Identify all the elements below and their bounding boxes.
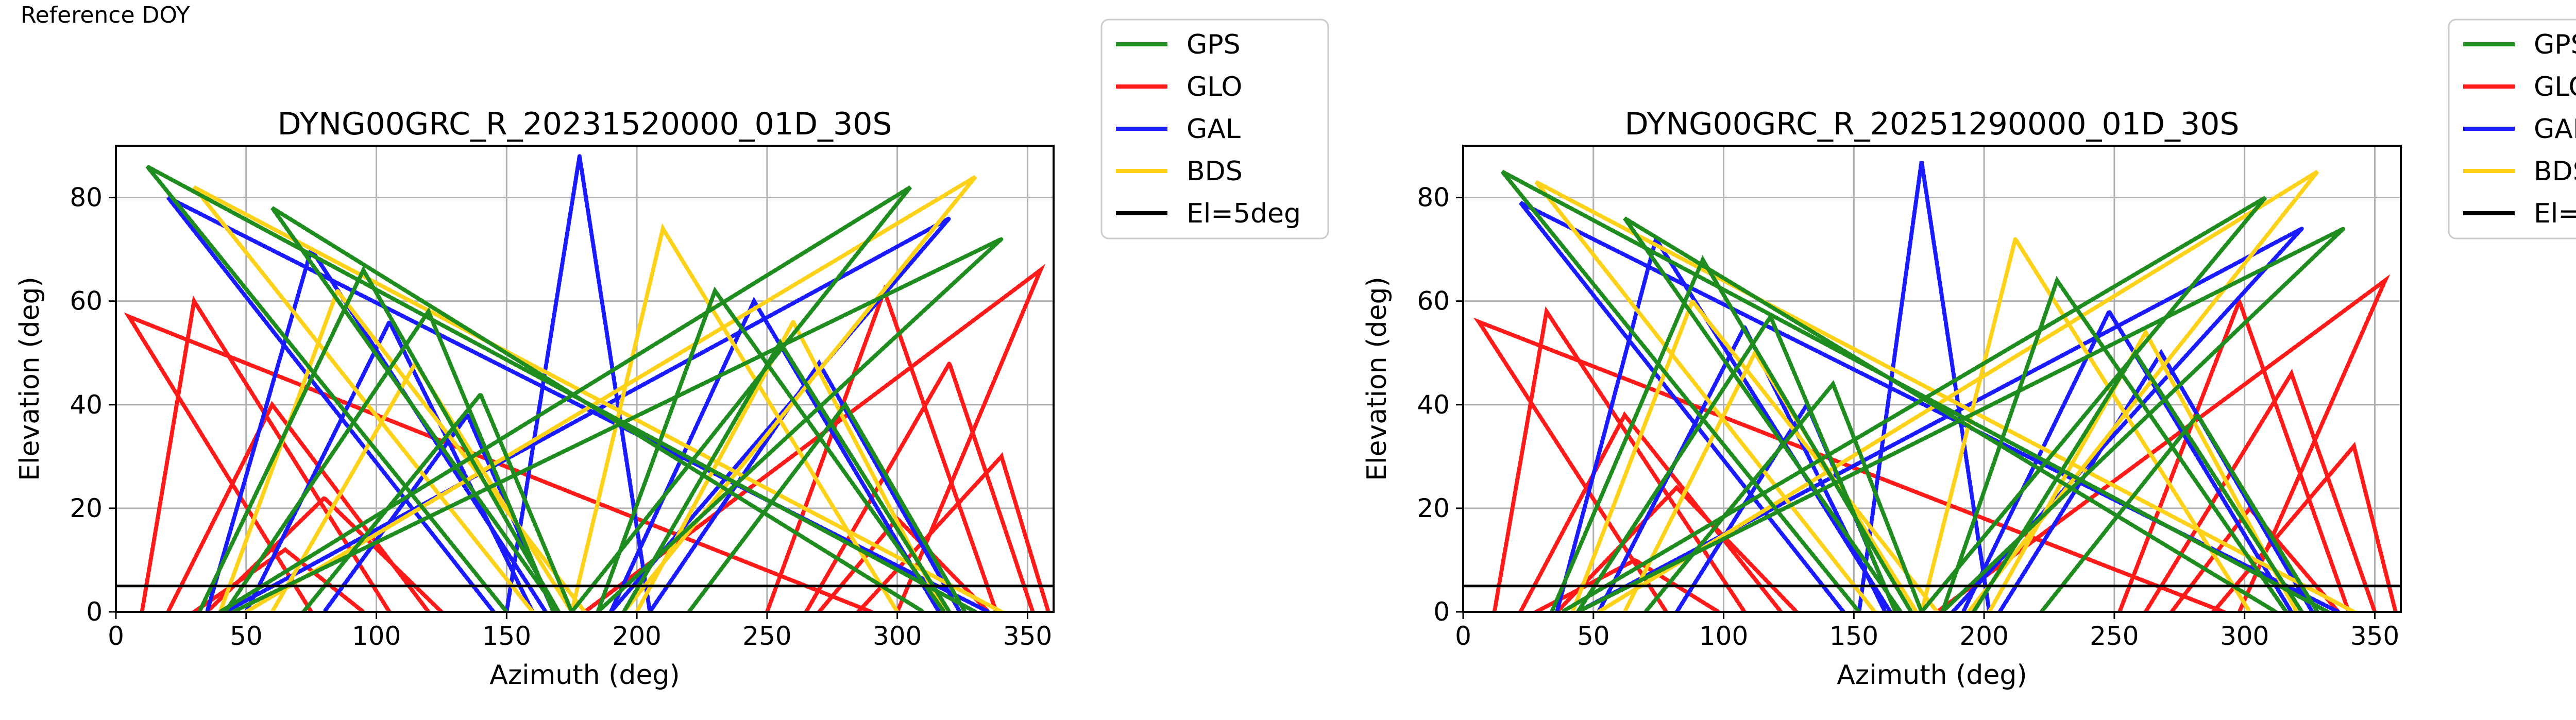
y-axis-label: Elevation (deg) xyxy=(1362,277,1393,481)
x-tick-label: 250 xyxy=(2090,621,2139,651)
y-tick-label: 40 xyxy=(1417,390,1450,420)
x-tick-label: 300 xyxy=(873,621,922,651)
y-tick-label: 60 xyxy=(1417,286,1450,316)
track-glo-5 xyxy=(192,546,366,612)
x-tick-label: 200 xyxy=(1959,621,2008,651)
track-gal-5 xyxy=(1857,161,1992,612)
x-tick-label: 100 xyxy=(352,621,401,651)
track-bds-2 xyxy=(218,286,587,612)
track-gps-3 xyxy=(197,265,561,612)
track-bds-1 xyxy=(1534,180,2356,612)
x-tick-label: 50 xyxy=(1577,621,1610,651)
legend-label: GPS xyxy=(1187,29,1241,60)
x-axis-label: Azimuth (deg) xyxy=(489,660,680,691)
legend-label: GAL xyxy=(1187,114,1241,145)
track-glo-8 xyxy=(2211,441,2398,612)
y-tick-label: 80 xyxy=(70,183,103,213)
corner-label: Reference DOY xyxy=(21,2,190,28)
x-tick-label: 250 xyxy=(742,621,791,651)
track-gps-10 xyxy=(231,237,1003,612)
legend-label: GLO xyxy=(2534,72,2576,102)
x-tick-label: 350 xyxy=(1003,621,1052,651)
track-gal-3 xyxy=(244,317,535,612)
track-gal-1 xyxy=(166,196,991,612)
track-gps-6 xyxy=(596,286,946,612)
track-glo-10 xyxy=(583,264,1046,612)
y-tick-label: 60 xyxy=(70,286,103,316)
axes-frame xyxy=(115,145,1055,613)
x-tick-label: 200 xyxy=(612,621,661,651)
track-gal-6 xyxy=(1961,307,2294,612)
track-gps-10 xyxy=(1575,227,2345,612)
legend-label: BDS xyxy=(1187,156,1243,187)
y-tick-label: 20 xyxy=(1417,493,1450,523)
track-bds-6 xyxy=(244,175,977,612)
track-gal-8 xyxy=(223,216,951,612)
track-gps-2 xyxy=(270,206,926,612)
track-gps-8 xyxy=(2039,411,2320,612)
y-tick-label: 20 xyxy=(70,493,103,523)
series-gal xyxy=(166,156,991,612)
track-glo-10 xyxy=(1935,274,2391,612)
plot-area xyxy=(1473,161,2398,612)
chart-title: DYNG00GRC_R_20231520000_01D_30S xyxy=(278,106,892,142)
x-tick-label: 150 xyxy=(1829,621,1878,651)
track-gps-5 xyxy=(301,390,574,612)
plot-area xyxy=(124,156,1050,612)
track-bds-5 xyxy=(635,317,946,612)
track-gps-9 xyxy=(218,185,912,612)
series-gps xyxy=(145,164,1003,612)
legend-label: GPS xyxy=(2534,29,2576,60)
x-tick-label: 50 xyxy=(230,621,263,651)
chart-title: DYNG00GRC_R_20251290000_01D_30S xyxy=(1625,106,2240,142)
track-bds-2 xyxy=(1570,297,1940,612)
x-tick-label: 100 xyxy=(1699,621,1748,651)
y-axis-label: Elevation (deg) xyxy=(14,277,45,481)
legend-box xyxy=(1100,19,1329,239)
track-gps-4 xyxy=(223,307,556,612)
track-glo-2 xyxy=(1492,306,1747,612)
track-gps-9 xyxy=(1560,196,2267,612)
track-gps-4 xyxy=(1575,312,1898,612)
track-gal-5 xyxy=(504,156,652,612)
chart-panel-1: 0 50 100 150 200 250 300 350 0 20 40 60 80 DYNG00GRC_… xyxy=(14,19,1329,691)
y-tick-label: 0 xyxy=(1433,597,1450,627)
legend-label: El=5deg xyxy=(1187,198,1301,229)
y-tick-label: 40 xyxy=(70,390,103,420)
legend-label: El=5deg xyxy=(2534,198,2576,229)
legend-label: GAL xyxy=(2534,114,2576,145)
x-tick-label: 0 xyxy=(1455,621,1471,651)
track-glo-3 xyxy=(166,401,431,612)
x-tick-label: 0 xyxy=(108,621,124,651)
x-tick-label: 150 xyxy=(482,621,531,651)
chart-panel-2: 0 50 100 150 200 250 300 350 0 20 40 60 80 DYNG00GRC_… xyxy=(1362,19,2576,691)
x-tick-label: 350 xyxy=(2350,621,2399,651)
track-gps-8 xyxy=(687,401,968,612)
track-gps-5 xyxy=(1643,380,1924,612)
legend-label: BDS xyxy=(2534,156,2576,187)
track-gps-7 xyxy=(621,338,952,612)
track-gps-2 xyxy=(1623,216,2278,612)
axes-frame xyxy=(1462,145,2402,613)
legend: GPS GLO GAL BDS El=5deg xyxy=(1100,19,1329,239)
x-axis-label: Azimuth (deg) xyxy=(1837,660,2027,691)
y-tick-label: 80 xyxy=(1417,183,1450,213)
track-bds-1 xyxy=(192,185,1004,612)
legend: GPS GLO GAL BDS El=5deg xyxy=(2448,19,2576,239)
series-gps xyxy=(1500,169,2345,612)
track-glo-2 xyxy=(140,295,392,612)
legend-label: GLO xyxy=(1187,72,1242,102)
track-bds-6 xyxy=(1596,169,2319,612)
track-gps-3 xyxy=(1549,255,1913,612)
series-bds xyxy=(192,175,1004,612)
y-tick-label: 0 xyxy=(86,597,103,627)
x-tick-label: 300 xyxy=(2220,621,2269,651)
